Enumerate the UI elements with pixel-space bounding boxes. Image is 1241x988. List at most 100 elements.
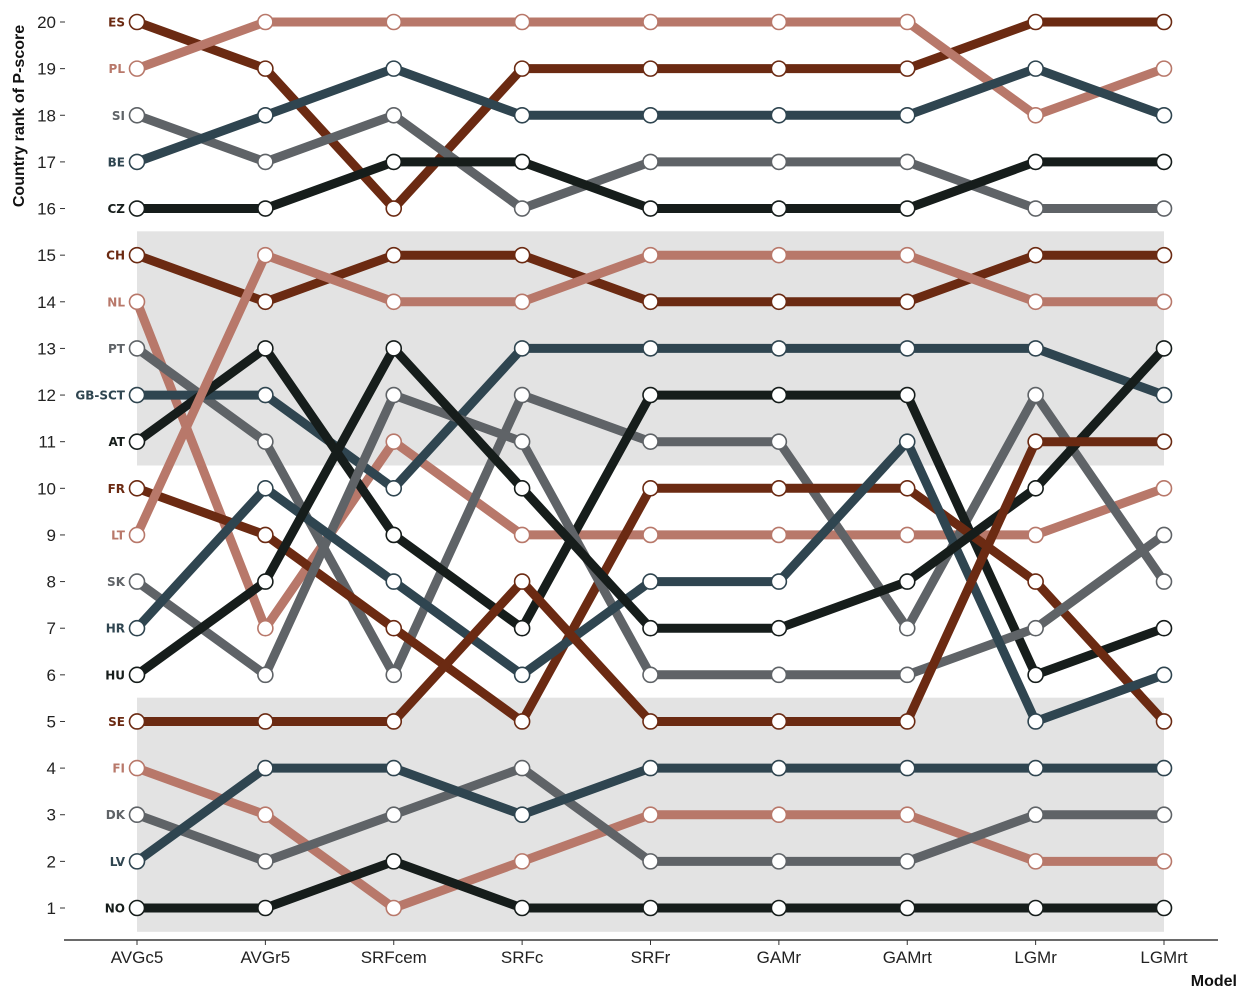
data-point-fr [1155,713,1173,730]
data-point-pt [385,666,403,684]
data-point-nl [257,619,274,637]
country-label: LV [110,855,126,869]
data-point-nl [770,526,788,544]
data-point-es [642,60,659,77]
data-point-se [1155,433,1173,450]
country-label: NL [107,295,125,309]
data-point-be [1155,106,1173,124]
data-point-se [642,713,659,730]
y-tick-label: 13 [37,339,56,358]
data-point-pl [128,60,146,77]
y-tick-label: 11 [38,433,56,452]
country-label: PT [108,342,126,356]
data-point-cz [128,200,146,217]
data-point-hu [898,573,916,590]
data-point-fi [128,759,146,777]
data-point-si [642,153,659,171]
data-point-no [770,899,788,917]
data-point-si [513,200,531,217]
data-point-si [128,106,146,124]
x-tick-label: SRFr [631,948,671,967]
data-point-gb-sct [513,340,531,357]
x-tick-label: SRFc [501,948,544,967]
data-point-gb-sct [770,340,788,357]
data-point-pt [770,433,788,450]
data-point-lt [385,293,403,311]
data-point-se [128,713,146,730]
y-tick-label: 17 [37,153,56,172]
data-point-no [257,899,274,917]
data-point-sk [1155,526,1173,544]
data-point-at [1027,666,1044,684]
data-point-dk [257,853,274,870]
data-point-es [898,60,916,77]
data-point-lt [257,246,274,264]
data-point-lv [1155,759,1173,777]
data-point-no [513,899,531,917]
data-point-ch [770,293,788,311]
data-point-be [1027,60,1044,77]
data-point-se [770,713,788,730]
data-point-no [898,899,916,917]
data-point-at [513,619,531,637]
data-point-nl [898,526,916,544]
x-tick-label: GAMr [757,948,802,967]
country-label: ES [108,16,125,30]
data-point-hr [513,666,531,684]
x-tick-label: GAMrt [883,948,932,967]
data-point-lt [642,246,659,264]
data-point-fi [898,806,916,824]
data-point-ch [1027,246,1044,264]
y-tick-label: 16 [37,200,56,219]
data-point-lv [1027,759,1044,777]
data-point-dk [513,759,531,777]
data-point-sk [513,433,531,450]
country-label: FR [108,482,125,496]
data-point-hr [898,433,916,450]
data-point-si [257,153,274,171]
data-point-at [385,526,403,544]
data-point-cz [1155,153,1173,171]
data-point-fr [385,619,403,637]
data-point-be [642,106,659,124]
data-point-lt [513,293,531,311]
data-point-se [513,573,531,590]
data-point-pl [642,13,659,31]
data-point-no [385,853,403,870]
data-point-cz [770,200,788,217]
data-point-no [642,899,659,917]
data-point-at [898,386,916,404]
data-point-gb-sct [257,386,274,404]
y-tick-label: 10 [37,479,56,498]
data-point-pt [513,386,531,404]
data-point-be [128,153,146,171]
data-point-at [257,340,274,357]
country-label: PL [109,62,126,76]
data-point-dk [642,853,659,870]
data-point-fi [513,853,531,870]
data-point-lt [770,246,788,264]
data-point-es [1155,13,1173,31]
data-point-hu [385,340,403,357]
data-point-ch [257,293,274,311]
data-point-es [513,60,531,77]
data-point-nl [1027,526,1044,544]
data-point-si [1155,200,1173,217]
data-point-gb-sct [642,340,659,357]
data-point-hr [1027,713,1044,730]
country-label: SK [107,575,126,589]
country-label: CH [106,249,125,263]
data-point-fi [257,806,274,824]
data-point-lv [385,759,403,777]
y-tick-label: 5 [47,712,56,731]
data-point-hu [513,480,531,497]
data-point-fr [1027,573,1044,590]
data-point-lv [128,853,146,870]
data-point-at [770,386,788,404]
data-point-fi [385,899,403,917]
data-point-be [257,106,274,124]
data-point-dk [1155,806,1173,824]
y-tick-label: 19 [37,60,56,79]
data-point-se [257,713,274,730]
country-label: HU [105,668,125,682]
